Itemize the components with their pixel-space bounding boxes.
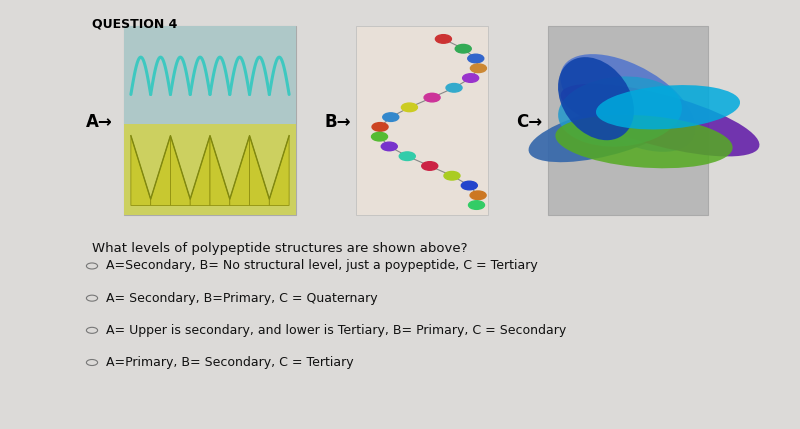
Circle shape (462, 74, 478, 82)
Ellipse shape (561, 84, 759, 157)
Text: A=Primary, B= Secondary, C = Tertiary: A=Primary, B= Secondary, C = Tertiary (106, 356, 354, 369)
FancyBboxPatch shape (356, 26, 488, 214)
Polygon shape (210, 136, 230, 205)
Ellipse shape (558, 76, 682, 147)
Polygon shape (170, 136, 190, 205)
Text: What levels of polypeptide structures are shown above?: What levels of polypeptide structures ar… (92, 242, 467, 255)
Circle shape (444, 172, 460, 180)
FancyBboxPatch shape (124, 124, 296, 214)
Circle shape (470, 64, 486, 73)
Circle shape (455, 45, 471, 53)
Circle shape (402, 103, 418, 112)
Polygon shape (131, 136, 150, 205)
Circle shape (422, 162, 438, 170)
Polygon shape (230, 136, 250, 205)
Text: A= Secondary, B=Primary, C = Quaternary: A= Secondary, B=Primary, C = Quaternary (106, 292, 378, 305)
Circle shape (435, 35, 451, 43)
Text: B→: B→ (324, 113, 350, 131)
FancyBboxPatch shape (124, 26, 296, 124)
Polygon shape (270, 136, 289, 205)
Polygon shape (190, 136, 210, 205)
Text: A→: A→ (86, 113, 113, 131)
FancyBboxPatch shape (548, 26, 708, 214)
Text: QUESTION 4: QUESTION 4 (92, 17, 178, 30)
Text: A=Secondary, B= No structural level, just a poypeptide, C = Tertiary: A=Secondary, B= No structural level, jus… (106, 260, 538, 272)
Circle shape (399, 152, 415, 160)
Circle shape (371, 133, 387, 141)
Ellipse shape (555, 115, 733, 168)
Text: C→: C→ (516, 113, 542, 131)
FancyBboxPatch shape (124, 26, 296, 214)
Circle shape (470, 191, 486, 199)
Circle shape (382, 113, 398, 121)
Polygon shape (250, 136, 270, 205)
Text: A= Upper is secondary, and lower is Tertiary, B= Primary, C = Secondary: A= Upper is secondary, and lower is Tert… (106, 324, 566, 337)
Ellipse shape (529, 104, 679, 162)
Circle shape (468, 54, 484, 63)
Polygon shape (150, 136, 170, 205)
Ellipse shape (596, 85, 740, 130)
Circle shape (382, 142, 398, 151)
Circle shape (462, 181, 478, 190)
Circle shape (469, 201, 485, 209)
Ellipse shape (561, 54, 695, 152)
Ellipse shape (558, 57, 634, 140)
Circle shape (424, 93, 440, 102)
Circle shape (446, 84, 462, 92)
Circle shape (372, 123, 388, 131)
